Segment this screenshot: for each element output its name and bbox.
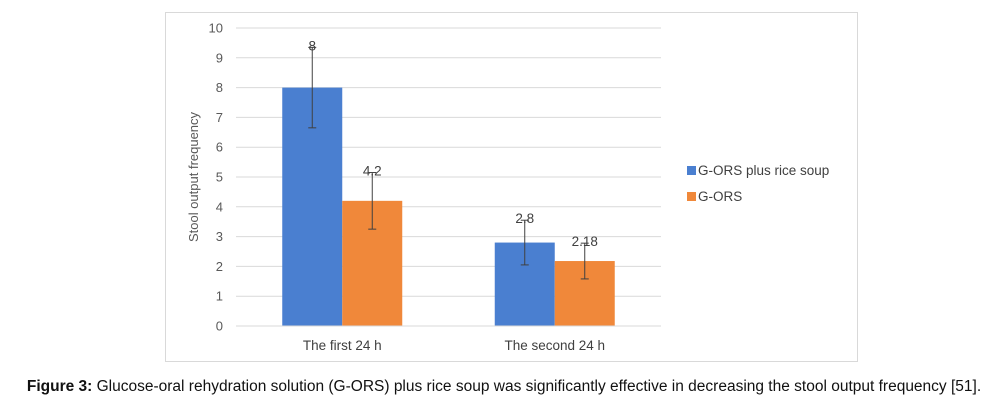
data-label-0-1: 2.8 xyxy=(515,211,534,226)
y-tick-label-1: 1 xyxy=(216,289,223,304)
y-tick-label-9: 9 xyxy=(216,50,223,65)
bar-chart: 0 1 2 3 4 5 6 7 8 9 10 Stool output frequency 8 4.2 Th… xyxy=(186,21,829,354)
y-tick-label-10: 10 xyxy=(209,21,223,36)
y-tick-label-0: 0 xyxy=(216,319,223,334)
y-tick-label-4: 4 xyxy=(216,199,223,214)
caption-label: Figure 3: xyxy=(26,378,93,395)
data-label-0-0: 8 xyxy=(308,38,316,53)
x-tick-label-0: The first 24 h xyxy=(303,338,382,353)
caption-text: Glucose-oral rehydration solution (G-ORS… xyxy=(92,378,982,395)
legend-swatch-1 xyxy=(687,192,696,201)
y-tick-label-3: 3 xyxy=(216,229,223,244)
data-label-1-0: 4.2 xyxy=(363,164,382,179)
y-tick-label-2: 2 xyxy=(216,259,223,274)
y-axis-title: Stool output frequency xyxy=(186,111,201,242)
x-tick-label-1: The second 24 h xyxy=(504,338,605,353)
legend-swatch-0 xyxy=(687,166,696,175)
figure-caption: Figure 3: Glucose-oral rehydration solut… xyxy=(0,378,1008,396)
y-tick-label-5: 5 xyxy=(216,170,223,185)
y-tick-label-6: 6 xyxy=(216,140,223,155)
data-label-1-1: 2.18 xyxy=(572,234,598,249)
chart-frame: 0 1 2 3 4 5 6 7 8 9 10 Stool output frequency 8 4.2 Th… xyxy=(165,12,858,362)
legend-label-0: G-ORS plus rice soup xyxy=(698,163,829,178)
legend-label-1: G-ORS xyxy=(698,189,742,204)
y-tick-label-8: 8 xyxy=(216,80,223,95)
y-tick-label-7: 7 xyxy=(216,110,223,125)
